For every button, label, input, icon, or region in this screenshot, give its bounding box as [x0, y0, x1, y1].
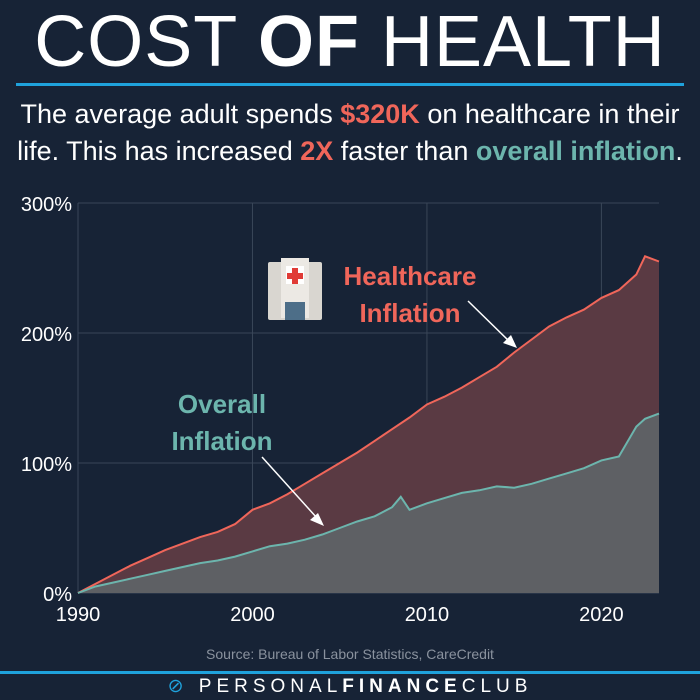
x-tick-label: 2020	[579, 604, 624, 626]
x-tick-label: 1990	[56, 604, 101, 626]
hospital-icon	[285, 302, 305, 320]
divider	[16, 83, 684, 86]
title-part: HEALTH	[359, 2, 666, 82]
arrow-head	[310, 513, 324, 526]
x-tick-label: 2000	[230, 604, 275, 626]
arrow	[467, 300, 511, 343]
healthcare-line	[77, 255, 660, 594]
title-bold: OF	[258, 2, 360, 82]
y-tick-label: 200%	[21, 324, 72, 346]
y-tick-label: 0%	[43, 584, 72, 606]
source-note: Source: Bureau of Labor Statistics, Care…	[206, 646, 494, 662]
page-title: COST OF HEALTH	[0, 0, 700, 84]
healthcare-label: Inflation	[359, 298, 460, 328]
divider	[0, 671, 700, 674]
hospital-icon	[287, 268, 303, 284]
overall-area	[78, 413, 659, 593]
overall-label: Overall	[178, 389, 266, 419]
title-part: COST	[34, 2, 258, 82]
x-tick-label: 2010	[405, 604, 450, 626]
logo-icon: ⊘	[167, 676, 189, 697]
overall-line	[77, 412, 660, 594]
healthcare-label: Healthcare	[344, 261, 477, 291]
overall-label: Inflation	[171, 426, 272, 456]
y-tick-label: 300%	[21, 194, 72, 216]
arrow-head	[503, 335, 517, 348]
subtitle: The average adult spends $320K on health…	[17, 99, 683, 166]
brand-logo: ⊘ PERSONALFINANCECLUB	[167, 676, 533, 697]
y-tick-label: 100%	[21, 454, 72, 476]
arrow	[261, 456, 318, 519]
